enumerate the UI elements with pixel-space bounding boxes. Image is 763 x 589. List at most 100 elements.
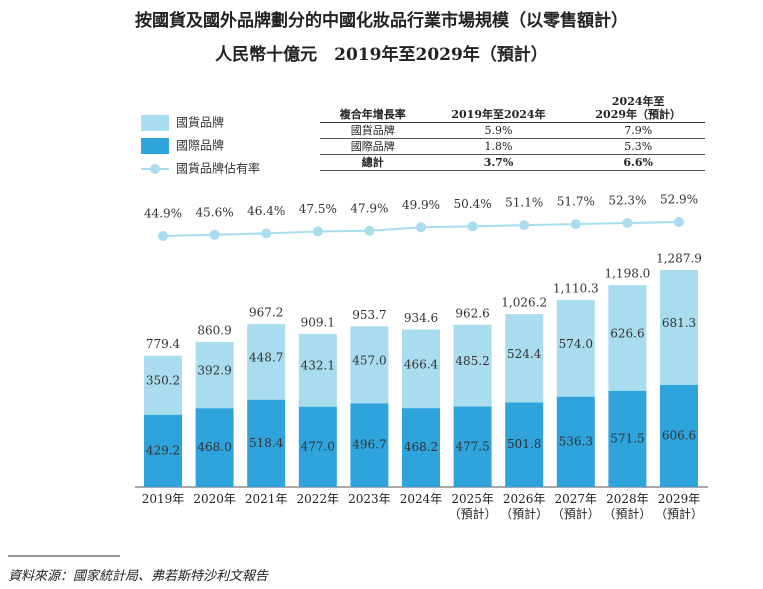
value-label: 448.7 [249,350,283,364]
value-label: 468.0 [197,440,231,454]
share-marker [674,217,684,227]
total-label: 1,026.2 [501,296,547,310]
x-tick-label: 2019年 [141,492,185,506]
value-label: 574.0 [559,337,593,351]
x-tick-label: 2020年 [193,492,236,506]
value-label: 457.0 [352,353,386,367]
total-label: 779.4 [146,337,181,351]
bar-segment [660,384,698,487]
bar-segment [556,299,595,397]
x-tick-label: 2022年 [296,492,340,506]
bar-segment [247,324,286,400]
cagr-table: 複合年增長率 2019年至2024年 2024年至 2029年（預計） 國貨品牌 5.… [320,94,705,171]
value-label: 477.5 [455,439,489,453]
table-cell: 7.9% [571,122,705,139]
total-label: 967.2 [249,306,283,320]
share-label: 44.9% [144,207,182,221]
share-label: 52.9% [660,193,698,207]
share-marker [467,221,478,232]
bar-segment [144,414,182,487]
share-marker [570,219,581,230]
total-label: 934.6 [404,311,438,325]
value-label: 681.3 [662,316,696,330]
value-label: 468.2 [404,440,438,454]
bar-segment [195,408,234,487]
share-label: 51.7% [557,195,595,209]
value-label: 466.4 [404,357,439,371]
table-header: 複合年增長率 [320,94,426,123]
x-tick-label: 2027年 （預計） [551,492,600,521]
value-label: 477.0 [301,439,335,453]
share-marker [622,218,633,229]
value-label: 429.2 [146,443,180,457]
legend-label: 國貨品牌佔有率 [176,161,260,176]
table-cell: 國際品牌 [320,138,426,155]
legend-marker [150,164,160,174]
bar-segment [298,406,337,487]
total-label: 962.6 [455,306,489,320]
share-label: 52.3% [608,194,646,208]
table-header: 2019年至2024年 [425,94,572,123]
total-label: 909.1 [301,315,335,329]
bar-segment [505,314,544,403]
bar-segment [453,324,492,407]
legend-swatch [141,115,169,131]
x-tick-label: 2029年 （預計） [654,492,703,521]
table-cell: 5.3% [571,138,705,155]
bar-segment [556,396,595,487]
bar-segment [453,406,492,487]
table-cell: 5.9% [425,122,572,139]
bar-segment [505,402,544,487]
x-tick-label: 2021年 [244,492,288,506]
table-cell: 6.6% [571,154,705,171]
value-label: 350.2 [146,374,180,388]
x-tick-label: 2025年 （預計） [448,492,497,521]
bar-segment [608,285,647,391]
source-note: 資料來源：國家統計局、弗若斯特沙利文報告 [8,569,269,584]
value-label: 432.1 [301,359,335,373]
bar-segment [350,326,389,404]
legend-label: 國貨品牌 [176,115,224,130]
value-label: 485.2 [455,354,489,368]
bar-segment [195,341,234,409]
share-label: 49.9% [402,198,440,212]
x-tick-label: 2023年 [348,492,391,506]
table-cell: 3.7% [425,154,572,171]
share-marker [519,220,530,231]
x-tick-label: 2024年 [399,492,443,506]
total-label: 953.7 [352,308,386,322]
bar-segment [402,408,440,487]
value-label: 496.7 [352,438,386,452]
bar-segment [350,403,389,487]
value-label: 571.5 [610,431,644,445]
share-marker [158,231,168,241]
value-label: 606.6 [662,428,696,442]
value-label: 518.4 [249,436,284,450]
value-label: 626.6 [610,326,644,340]
legend-label: 國際品牌 [176,139,224,153]
total-label: 1,198.0 [604,267,650,281]
share-label: 51.1% [505,196,543,210]
value-label: 501.8 [507,437,541,451]
table-cell: 1.8% [425,138,572,155]
share-marker [312,226,323,237]
share-label: 50.4% [454,197,492,211]
legend-swatch [141,138,169,154]
share-label: 47.5% [299,202,337,216]
bar-segment [247,399,286,487]
bar-segment [298,333,337,407]
total-label: 1,110.3 [553,281,599,295]
share-label: 46.4% [247,204,285,218]
share-marker [209,229,220,240]
share-marker [261,228,272,239]
total-label: 860.9 [197,323,231,337]
chart-title: 按國貨及國外品牌劃分的中國化妝品行業市場規模（以零售額計） [135,11,628,31]
value-label: 536.3 [559,434,593,448]
bar-segment [144,355,182,415]
share-marker [416,222,426,233]
value-label: 524.4 [507,347,542,361]
bar-segment [402,329,440,409]
value-label: 392.9 [197,364,231,378]
